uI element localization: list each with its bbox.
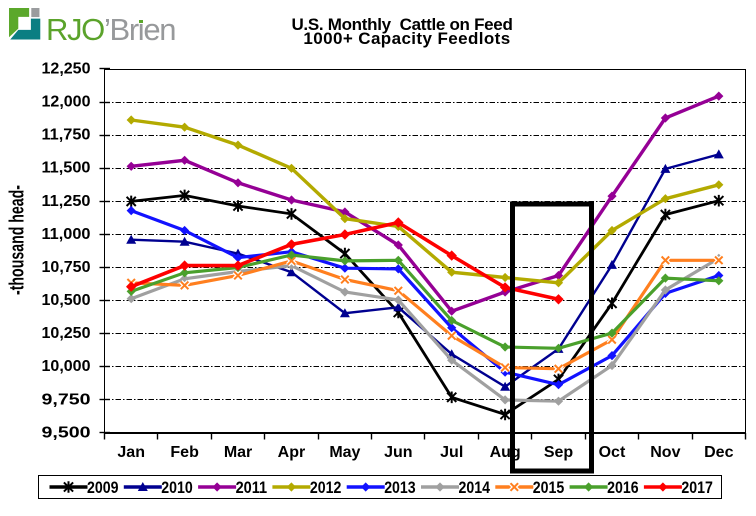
- svg-text:Dec: Dec: [704, 444, 733, 461]
- svg-text:Jul: Jul: [440, 444, 463, 461]
- svg-text:2015: 2015: [533, 479, 565, 497]
- svg-text:10,250: 10,250: [42, 325, 91, 342]
- svg-text:Jun: Jun: [384, 444, 412, 461]
- svg-text:Jan: Jan: [117, 444, 145, 461]
- svg-text:2014: 2014: [459, 479, 491, 497]
- svg-text:Nov: Nov: [650, 444, 680, 461]
- svg-text:2017: 2017: [681, 479, 713, 497]
- svg-text:10,750: 10,750: [42, 259, 91, 276]
- svg-text:2012: 2012: [310, 479, 342, 497]
- svg-text:10,500: 10,500: [42, 292, 91, 309]
- svg-text:11,750: 11,750: [42, 127, 91, 144]
- svg-text:Feb: Feb: [170, 444, 199, 461]
- svg-text:9,500: 9,500: [42, 424, 91, 441]
- svg-text:2016: 2016: [607, 479, 639, 497]
- svg-text:Mar: Mar: [224, 444, 252, 461]
- svg-text:2013: 2013: [384, 479, 416, 497]
- svg-text:May: May: [329, 444, 360, 461]
- svg-text:10,000: 10,000: [42, 358, 91, 375]
- svg-text:Apr: Apr: [278, 444, 306, 461]
- svg-text:2009: 2009: [87, 479, 119, 497]
- svg-text:11,250: 11,250: [42, 193, 91, 210]
- svg-text:11,500: 11,500: [42, 160, 91, 177]
- svg-text:2011: 2011: [236, 479, 268, 497]
- svg-text:2010: 2010: [161, 479, 193, 497]
- svg-text:12,000: 12,000: [42, 93, 91, 110]
- svg-text:9,750: 9,750: [42, 391, 91, 408]
- svg-text:Sep: Sep: [544, 444, 574, 461]
- svg-text:11,000: 11,000: [42, 226, 91, 243]
- svg-text:Oct: Oct: [599, 444, 626, 461]
- svg-text:-thousand head-: -thousand head-: [7, 185, 29, 295]
- svg-text:Aug: Aug: [490, 444, 521, 461]
- svg-text:12,250: 12,250: [42, 60, 91, 77]
